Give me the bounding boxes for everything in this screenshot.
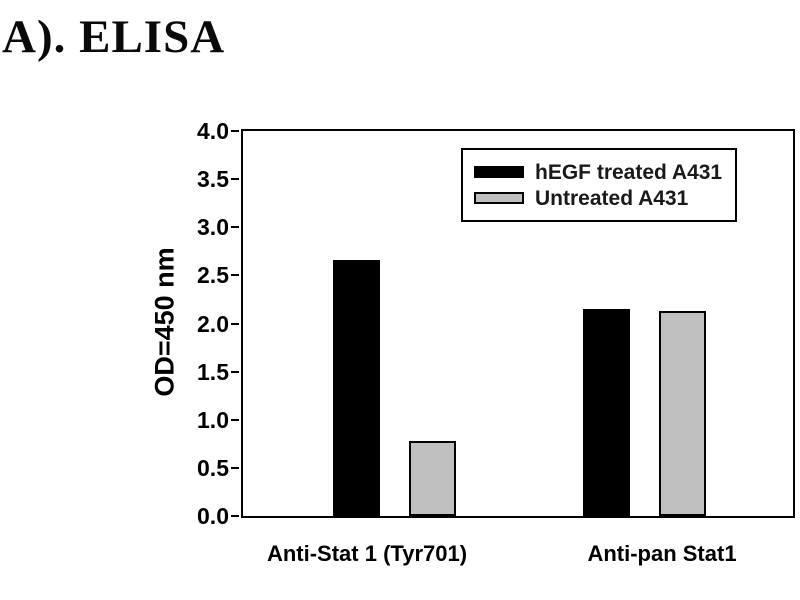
y-tick-label: 3.0: [197, 214, 229, 241]
figure-title: A). ELISA: [2, 11, 226, 63]
y-tick-label: 0.0: [197, 503, 229, 529]
y-tick-mark: [231, 274, 239, 277]
y-tick-mark: [231, 178, 239, 181]
legend-swatch-icon: [474, 166, 524, 178]
y-tick-mark: [231, 418, 239, 421]
y-tick-mark: [231, 322, 239, 325]
y-tick-mark: [231, 515, 239, 517]
y-tick-label: 0.5: [197, 454, 229, 481]
bar-untreated-2: [658, 311, 706, 516]
x-category-label: Anti-Stat 1 (Tyr701): [266, 541, 468, 566]
legend-label: hEGF treated A431: [535, 160, 723, 184]
legend-row: Untreated A431: [474, 185, 735, 211]
y-tick-label: 3.5: [197, 166, 229, 193]
y-tick-label: 4.0: [197, 118, 229, 144]
y-tick-label: 1.5: [197, 358, 229, 385]
y-tick-mark: [231, 370, 239, 373]
legend-label: Untreated A431: [535, 186, 689, 210]
x-category-label: Anti-pan Stat1: [587, 541, 737, 566]
y-tick-mark: [231, 226, 239, 229]
y-tick-mark: [231, 130, 239, 132]
legend: hEGF treated A431 Untreated A431: [461, 148, 737, 222]
legend-row: hEGF treated A431: [474, 159, 735, 185]
bar-hegf-treated-1: [332, 260, 380, 516]
bar-untreated-1: [408, 441, 456, 516]
legend-swatch-icon: [474, 192, 524, 204]
bar-hegf-treated-2: [582, 309, 630, 516]
y-tick-label: 2.5: [197, 262, 229, 289]
plot-area: [231, 130, 793, 517]
y-tick-label: 2.0: [197, 310, 229, 337]
y-tick-mark: [231, 466, 239, 469]
y-tick-label: 1.0: [197, 406, 229, 433]
